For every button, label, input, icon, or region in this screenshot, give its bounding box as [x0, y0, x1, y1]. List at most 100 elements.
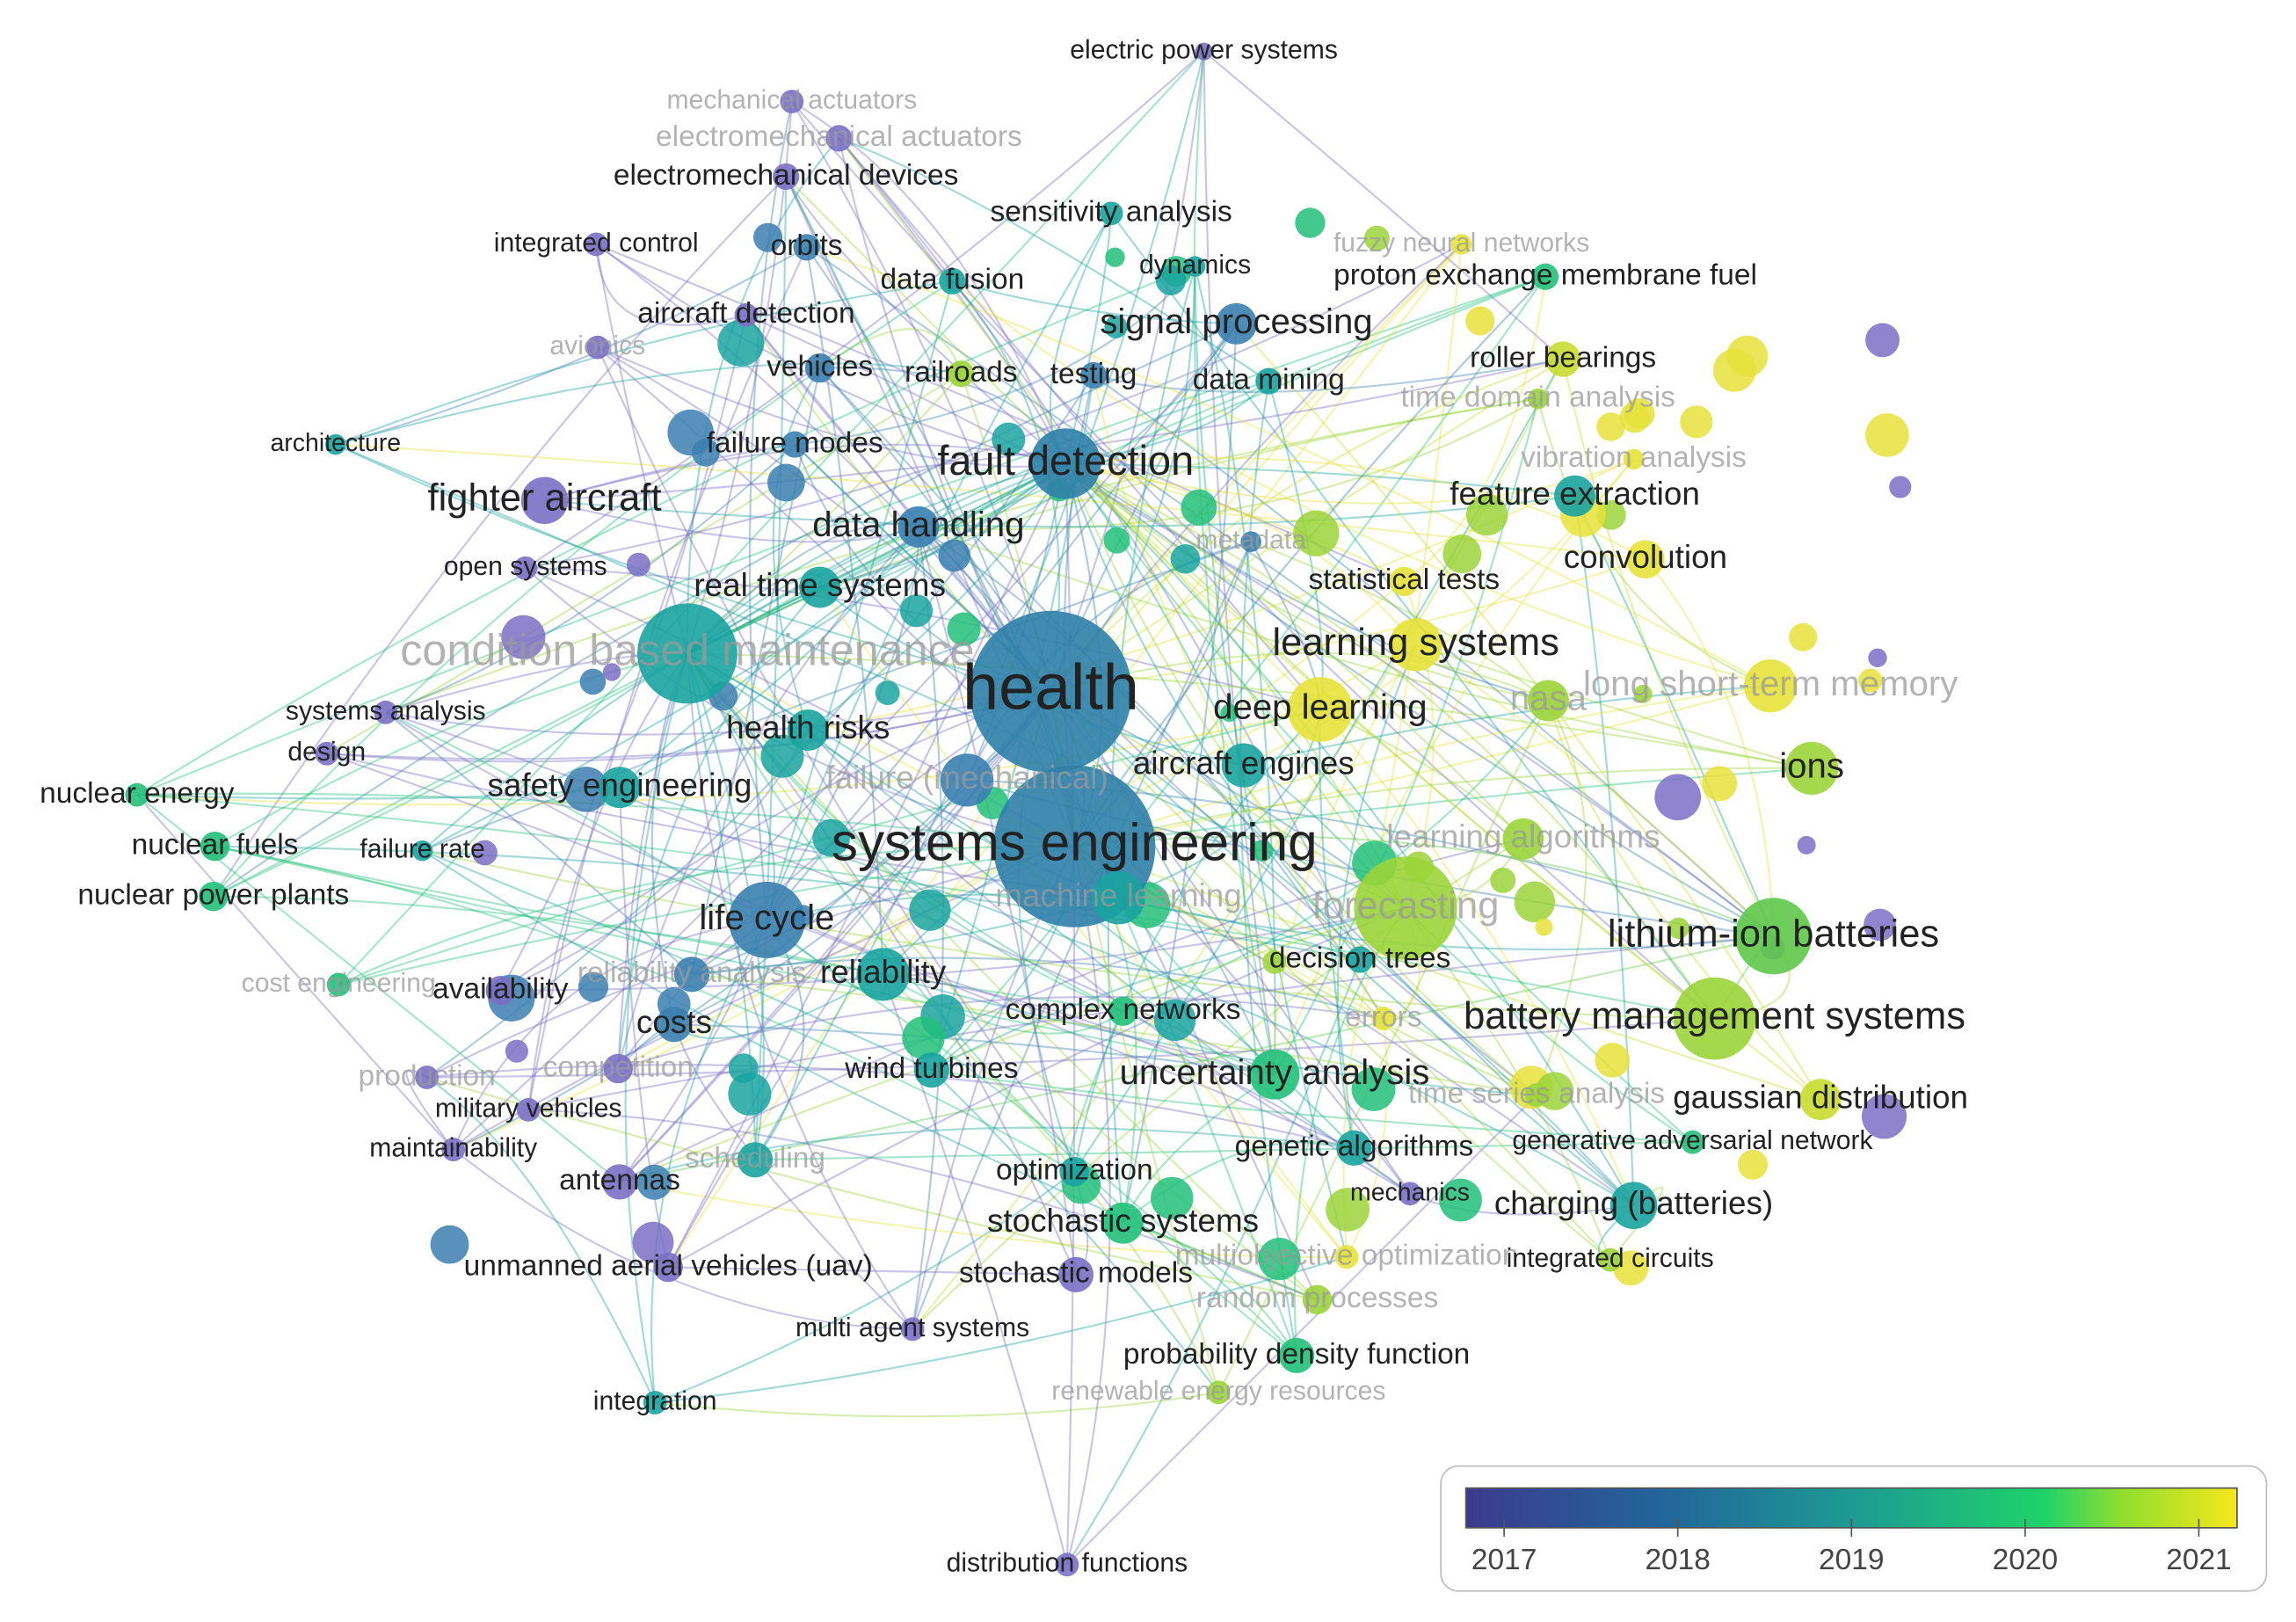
node — [1057, 1256, 1094, 1292]
edge — [326, 690, 1051, 763]
node — [1398, 1182, 1422, 1206]
node-label: mechanical actuators — [667, 85, 918, 114]
edge — [1064, 462, 1405, 583]
node — [1524, 1083, 1549, 1108]
edge — [687, 380, 1269, 655]
edge — [1123, 1222, 1298, 1357]
edge — [1202, 51, 1276, 1075]
node-label: maintainability — [369, 1134, 537, 1163]
edge — [385, 690, 1051, 736]
node — [799, 566, 841, 608]
minor-node — [767, 463, 805, 502]
edge — [527, 935, 1774, 1111]
edge — [544, 499, 919, 543]
edge — [1093, 375, 1775, 937]
minor-node — [667, 409, 714, 456]
node — [773, 163, 800, 190]
minor-node — [1737, 1149, 1768, 1180]
node-label: time domain analysis — [1400, 382, 1675, 414]
minor-node — [1861, 1094, 1907, 1139]
node-label: integration — [593, 1386, 717, 1415]
node — [516, 1097, 541, 1122]
edge — [338, 708, 1321, 986]
edge — [687, 397, 1538, 655]
edge — [667, 462, 1067, 1269]
minor-node — [1712, 348, 1756, 392]
node-label: forecasting — [1312, 884, 1500, 927]
edge — [785, 176, 1716, 1020]
edge — [883, 973, 1124, 1035]
edge — [1050, 691, 1611, 1261]
node — [1389, 566, 1420, 597]
node-label: fault detection — [937, 438, 1194, 484]
edge — [1064, 463, 1361, 961]
node — [1108, 996, 1138, 1026]
edge — [619, 462, 1066, 789]
edge — [687, 462, 1066, 655]
node — [1184, 256, 1206, 277]
edge — [1073, 709, 1321, 1172]
edge — [1064, 462, 1524, 840]
minor-node — [728, 1072, 772, 1116]
minor-node — [938, 539, 971, 572]
edge — [426, 1076, 657, 1404]
node — [780, 90, 804, 113]
minor-node — [1619, 402, 1651, 433]
edge — [597, 346, 1066, 468]
edge — [1073, 275, 1546, 847]
node — [1623, 448, 1645, 470]
node-label: proton exchange membrane fuel — [1333, 259, 1757, 292]
edge — [785, 176, 1066, 465]
node — [326, 972, 351, 997]
node-label: optimization — [996, 1154, 1153, 1187]
edge — [1403, 276, 1547, 583]
minor-node — [501, 615, 546, 659]
edge — [655, 1255, 1348, 1404]
edge — [668, 1266, 1076, 1276]
edge — [1409, 1192, 1634, 1216]
edge — [807, 462, 1067, 731]
edge — [617, 526, 919, 1069]
minor-node — [909, 889, 951, 931]
edge — [1346, 1018, 1388, 1258]
edge — [772, 367, 821, 731]
edge — [1093, 358, 1564, 393]
node-label: nasa — [1510, 679, 1588, 718]
node-label: systems engineering — [832, 812, 1318, 872]
edge — [918, 526, 1384, 1020]
node-label: military vehicles — [435, 1094, 622, 1123]
node — [1195, 42, 1213, 61]
edge — [213, 323, 1237, 898]
minor-node — [1868, 648, 1887, 667]
edge — [335, 362, 962, 446]
edge — [1118, 897, 1774, 951]
minor-node — [1351, 1067, 1396, 1111]
edge — [595, 244, 689, 654]
minor-node — [1633, 684, 1653, 703]
edge — [795, 265, 1196, 446]
node — [1673, 977, 1756, 1060]
edge — [805, 247, 884, 975]
edge — [385, 443, 796, 714]
node — [325, 433, 346, 455]
edge — [1073, 845, 1821, 1101]
minor-node — [1293, 510, 1340, 556]
node — [1527, 388, 1549, 410]
node — [1626, 540, 1665, 578]
minor-node — [1442, 535, 1482, 574]
node-label: decision trees — [1269, 942, 1451, 974]
edge — [838, 137, 1321, 710]
minor-node — [812, 818, 850, 857]
minor-node — [1153, 999, 1196, 1042]
minor-node — [875, 680, 900, 705]
node-label: gaussian distribution — [1673, 1079, 1968, 1115]
edge — [952, 280, 1237, 325]
minor-node — [899, 594, 934, 628]
node — [411, 840, 433, 862]
minor-node — [1535, 918, 1553, 936]
color-legend: 2017 2018 2019 2020 2021 — [1440, 1465, 2268, 1592]
node — [897, 506, 940, 548]
node-label: battery management systems — [1464, 995, 1965, 1037]
node — [793, 234, 820, 261]
node-label: long short-term memory — [1583, 664, 1958, 703]
